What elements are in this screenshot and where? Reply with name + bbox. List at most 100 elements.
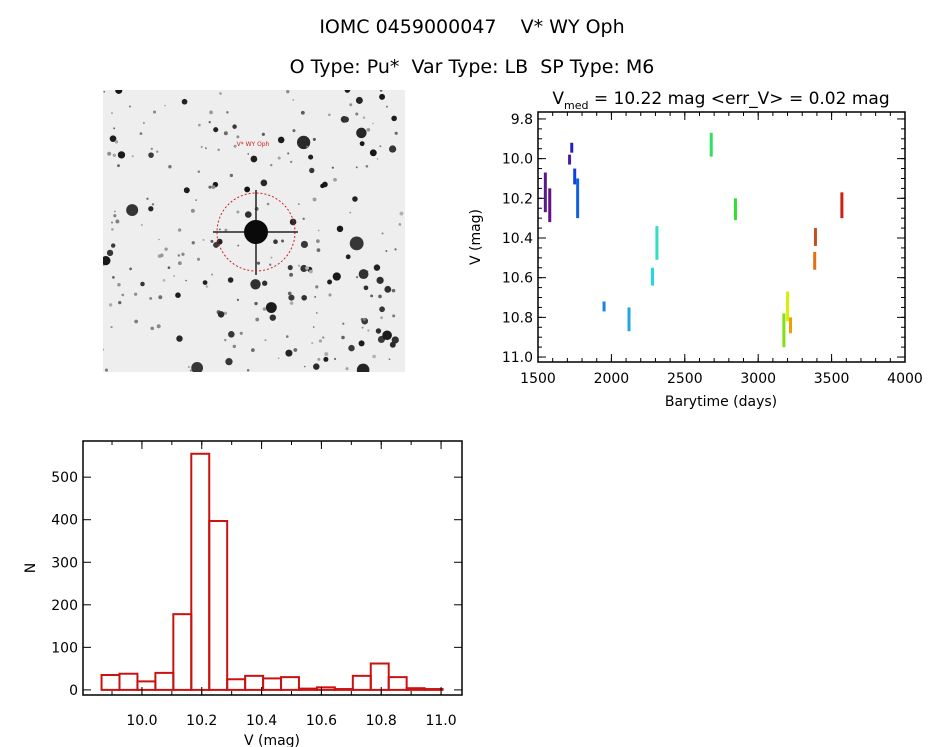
star [189,369,192,372]
data-point-cluster [709,132,713,157]
data-point-cluster [782,313,786,348]
star [139,132,143,136]
light-curve-xlabel: Barytime (days) [665,394,777,410]
star [232,124,237,129]
data-point-cluster [840,192,844,219]
star [391,115,397,122]
star [349,236,364,251]
y-tick-label: 400 [51,513,78,529]
star [151,203,155,206]
star [164,104,166,107]
star [150,147,153,151]
star [177,261,182,266]
data-point-cluster [573,168,577,185]
star [301,294,307,301]
star [106,249,114,257]
star [236,210,240,214]
star [349,211,352,214]
light-curve-axes-frame [537,111,906,363]
star [345,254,351,260]
star [113,214,117,218]
light-curve-plot: Vmed = 10.22 mag <err_V> = 0.02 mag Bary… [468,89,923,410]
star [300,240,309,249]
star [158,238,160,241]
star [285,349,293,357]
star [305,266,309,270]
star [143,122,145,124]
star [331,166,334,169]
star [362,317,366,321]
x-tick-label: 10.2 [186,713,217,729]
star [379,90,383,92]
star [270,163,273,167]
star [292,129,296,133]
star [205,147,207,150]
star [223,311,228,315]
star [380,316,383,320]
star [359,141,365,147]
star [289,272,294,277]
data-point-cluster [813,251,817,270]
star [149,296,153,300]
star [197,123,201,127]
star [322,336,325,339]
star [356,127,367,139]
star [236,298,240,301]
star [296,135,311,150]
star [327,279,333,285]
y-tick-label: 11.0 [502,350,533,366]
light-curve-title: Vmed = 10.22 mag <err_V> = 0.02 mag [552,89,889,112]
star [344,90,351,93]
target-star [244,220,268,244]
star [381,232,384,235]
histogram-bar [244,674,265,691]
x-tick-label: 3000 [740,371,776,387]
y-tick-label: 100 [51,640,78,656]
star [314,295,317,298]
data-point-cluster [543,172,547,213]
star [202,238,205,242]
histogram-xlabel: V (mag) [244,733,300,747]
star [355,96,363,104]
star [312,326,315,328]
star [382,330,392,341]
star [262,280,268,286]
star [228,331,235,338]
star [367,329,370,332]
star [316,239,320,243]
x-tick-label: 4000 [887,371,923,387]
star [155,150,159,153]
star [311,342,314,345]
star [208,185,212,189]
star [370,294,374,298]
star [388,358,391,361]
histogram-bar [280,676,300,691]
star [366,127,371,132]
star [219,92,222,95]
star [316,248,321,252]
star [237,244,240,247]
star [191,241,195,245]
star [389,341,396,348]
star [107,151,112,156]
histogram-bar [136,680,157,691]
y-tick-label: 10.4 [502,231,533,247]
star [277,156,281,160]
star [315,285,319,289]
star [152,110,157,114]
data-point-cluster [568,154,572,165]
y-tick-label: 300 [51,555,78,571]
star [103,348,105,351]
star [126,204,139,217]
star [315,312,318,314]
star [332,272,341,281]
y-tick-label: 9.8 [511,112,533,128]
star [244,211,252,218]
star [343,116,349,123]
star [289,218,297,226]
star [218,228,221,231]
star [320,183,325,189]
x-tick-label: 1500 [520,371,556,387]
star [345,367,349,371]
star [312,137,316,141]
